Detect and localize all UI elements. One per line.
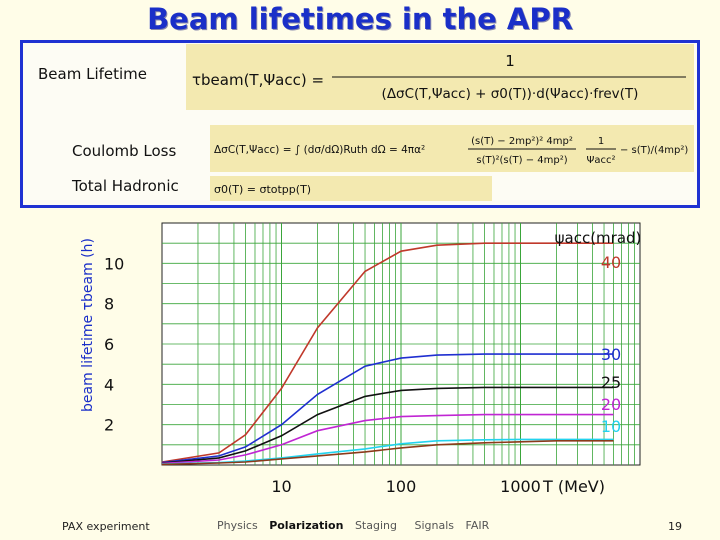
legend-entry-30: 30: [601, 345, 621, 364]
coulomb-right-numerator: 1: [598, 136, 604, 147]
beam-lifetime-numerator: 1: [505, 52, 515, 70]
y-tick-label: 2: [104, 416, 114, 435]
legend: 40 30 25 20 10: [601, 253, 621, 436]
coulomb-loss-label: Coulomb Loss: [72, 142, 177, 160]
x-axis-label: T (MeV): [542, 477, 605, 496]
series-line-40: [161, 242, 614, 463]
footer-navigation: Physics Polarization Staging Signals FAI…: [217, 519, 497, 532]
x-tick-labels: 10 100 1000: [271, 477, 541, 496]
legend-entry-40: 40: [601, 253, 621, 272]
series-line-unlabeled: [161, 439, 614, 466]
coulomb-right-tail: − s(T)/(4mp²): [620, 145, 688, 156]
page-number: 19: [668, 520, 682, 533]
slide-title: Beam lifetimes in the APR: [147, 2, 573, 36]
x-tick-label: 10: [271, 477, 291, 496]
y-tick-labels: 2 4 6 8 10: [104, 254, 124, 434]
footer-left-text: PAX experiment: [62, 520, 150, 533]
coulomb-mid-denominator: s(T)²(s(T) − 4mp²): [476, 155, 567, 166]
series-group: [161, 242, 614, 466]
series-line-10: [161, 438, 614, 465]
y-tick-label: 4: [104, 375, 114, 394]
beam-lifetime-formula: τbeam(T,Ψacc) = 1 (ΔσC(T,Ψacc) + σ0(T))·…: [186, 44, 694, 110]
hadronic-formula: σ0(T) = σtotpp(T): [210, 176, 492, 201]
coulomb-loss-formula: ΔσC(T,Ψacc) = ∫ (dσ/dΩ)Ruth dΩ = 4πα² (s…: [210, 125, 694, 172]
y-tick-label: 8: [104, 295, 114, 314]
legend-title: ψacc(mrad): [555, 229, 642, 247]
formula-panel-inner: Beam Lifetime Coulomb Loss Total Hadroni…: [23, 43, 697, 205]
coulomb-loss-formula-svg: ΔσC(T,Ψacc) = ∫ (dσ/dΩ)Ruth dΩ = 4πα² (s…: [214, 136, 688, 166]
x-tick-label: 100: [386, 477, 417, 496]
y-tick-label: 6: [104, 335, 114, 354]
legend-entry-25: 25: [601, 373, 621, 392]
y-axis-label: beam lifetime τbeam (h): [80, 238, 96, 412]
series-line-20: [161, 413, 614, 465]
nav-fair[interactable]: FAIR: [465, 519, 490, 532]
horizontal-grid: [162, 242, 640, 446]
nav-signals[interactable]: Signals: [414, 519, 454, 532]
hadronic-expression: σ0(T) = σtotpp(T): [214, 183, 311, 196]
beam-lifetime-lhs: τbeam(T,Ψacc) =: [192, 71, 324, 89]
nav-staging[interactable]: Staging: [354, 519, 397, 532]
coulomb-mid-numerator: (s(T) − 2mp²)² 4mp²: [471, 136, 573, 147]
x-tick-label: 1000: [500, 477, 541, 496]
nav-physics[interactable]: Physics: [217, 519, 258, 532]
formula-panel: Beam Lifetime Coulomb Loss Total Hadroni…: [20, 40, 700, 208]
beam-lifetime-label: Beam Lifetime: [38, 65, 148, 83]
y-tick-label: 10: [104, 254, 124, 273]
series-line-25: [161, 386, 614, 464]
legend-entry-10: 10: [601, 417, 621, 436]
legend-entry-20: 20: [601, 395, 621, 414]
nav-polarization[interactable]: Polarization: [269, 519, 344, 532]
hadronic-formula-svg: σ0(T) = σtotpp(T): [214, 183, 311, 196]
beam-lifetime-formula-svg: τbeam(T,Ψacc) = 1 (ΔσC(T,Ψacc) + σ0(T))·…: [192, 52, 686, 102]
series-line-30: [161, 353, 614, 464]
coulomb-right-denominator: Ψacc²: [586, 155, 615, 166]
beam-lifetime-denominator: (ΔσC(T,Ψacc) + σ0(T))·d(Ψacc)·frev(T): [382, 86, 639, 102]
total-hadronic-label: Total Hadronic: [72, 177, 179, 195]
coulomb-lhs: ΔσC(T,Ψacc) = ∫ (dσ/dΩ)Ruth dΩ = 4πα²: [214, 144, 425, 156]
